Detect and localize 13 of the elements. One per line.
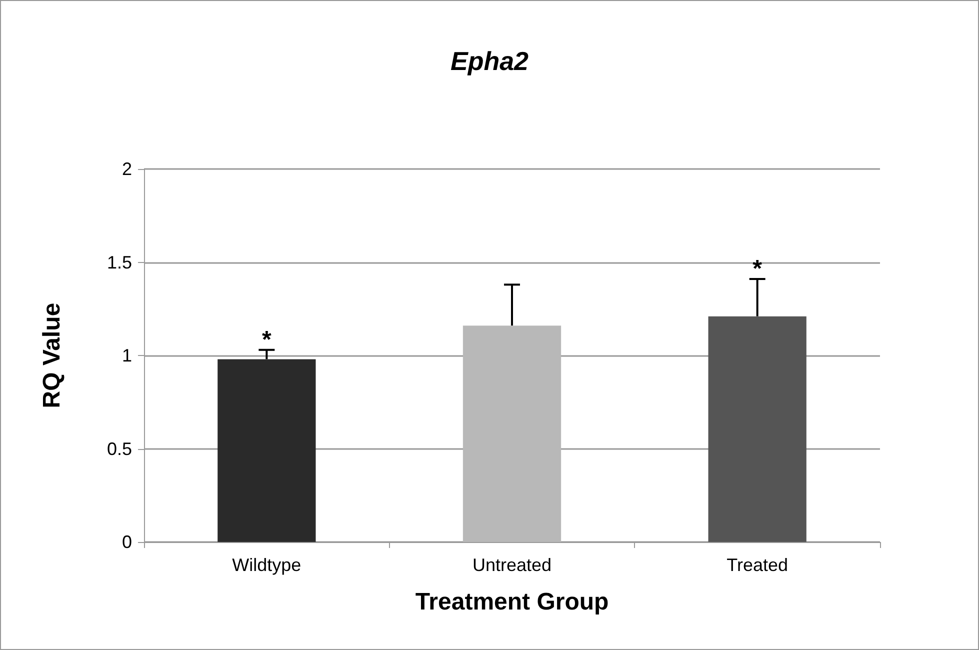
- x-tick-label: Treated: [726, 555, 788, 575]
- x-tick-label: Wildtype: [232, 555, 302, 575]
- y-tick-label: 2: [122, 159, 132, 179]
- y-tick-label: 1.5: [106, 252, 132, 272]
- y-tick-label: 0: [122, 532, 132, 552]
- chart-title: Epha2: [450, 46, 530, 76]
- x-tick-label: Untreated: [472, 555, 552, 575]
- y-tick-label: 0.5: [106, 438, 132, 459]
- x-axis-title: Treatment Group: [415, 588, 609, 616]
- y-tick-label: 1: [122, 346, 132, 366]
- annotation: *: [752, 256, 763, 283]
- y-axis-title: RQ Value: [38, 302, 66, 408]
- annotation: *: [262, 326, 272, 354]
